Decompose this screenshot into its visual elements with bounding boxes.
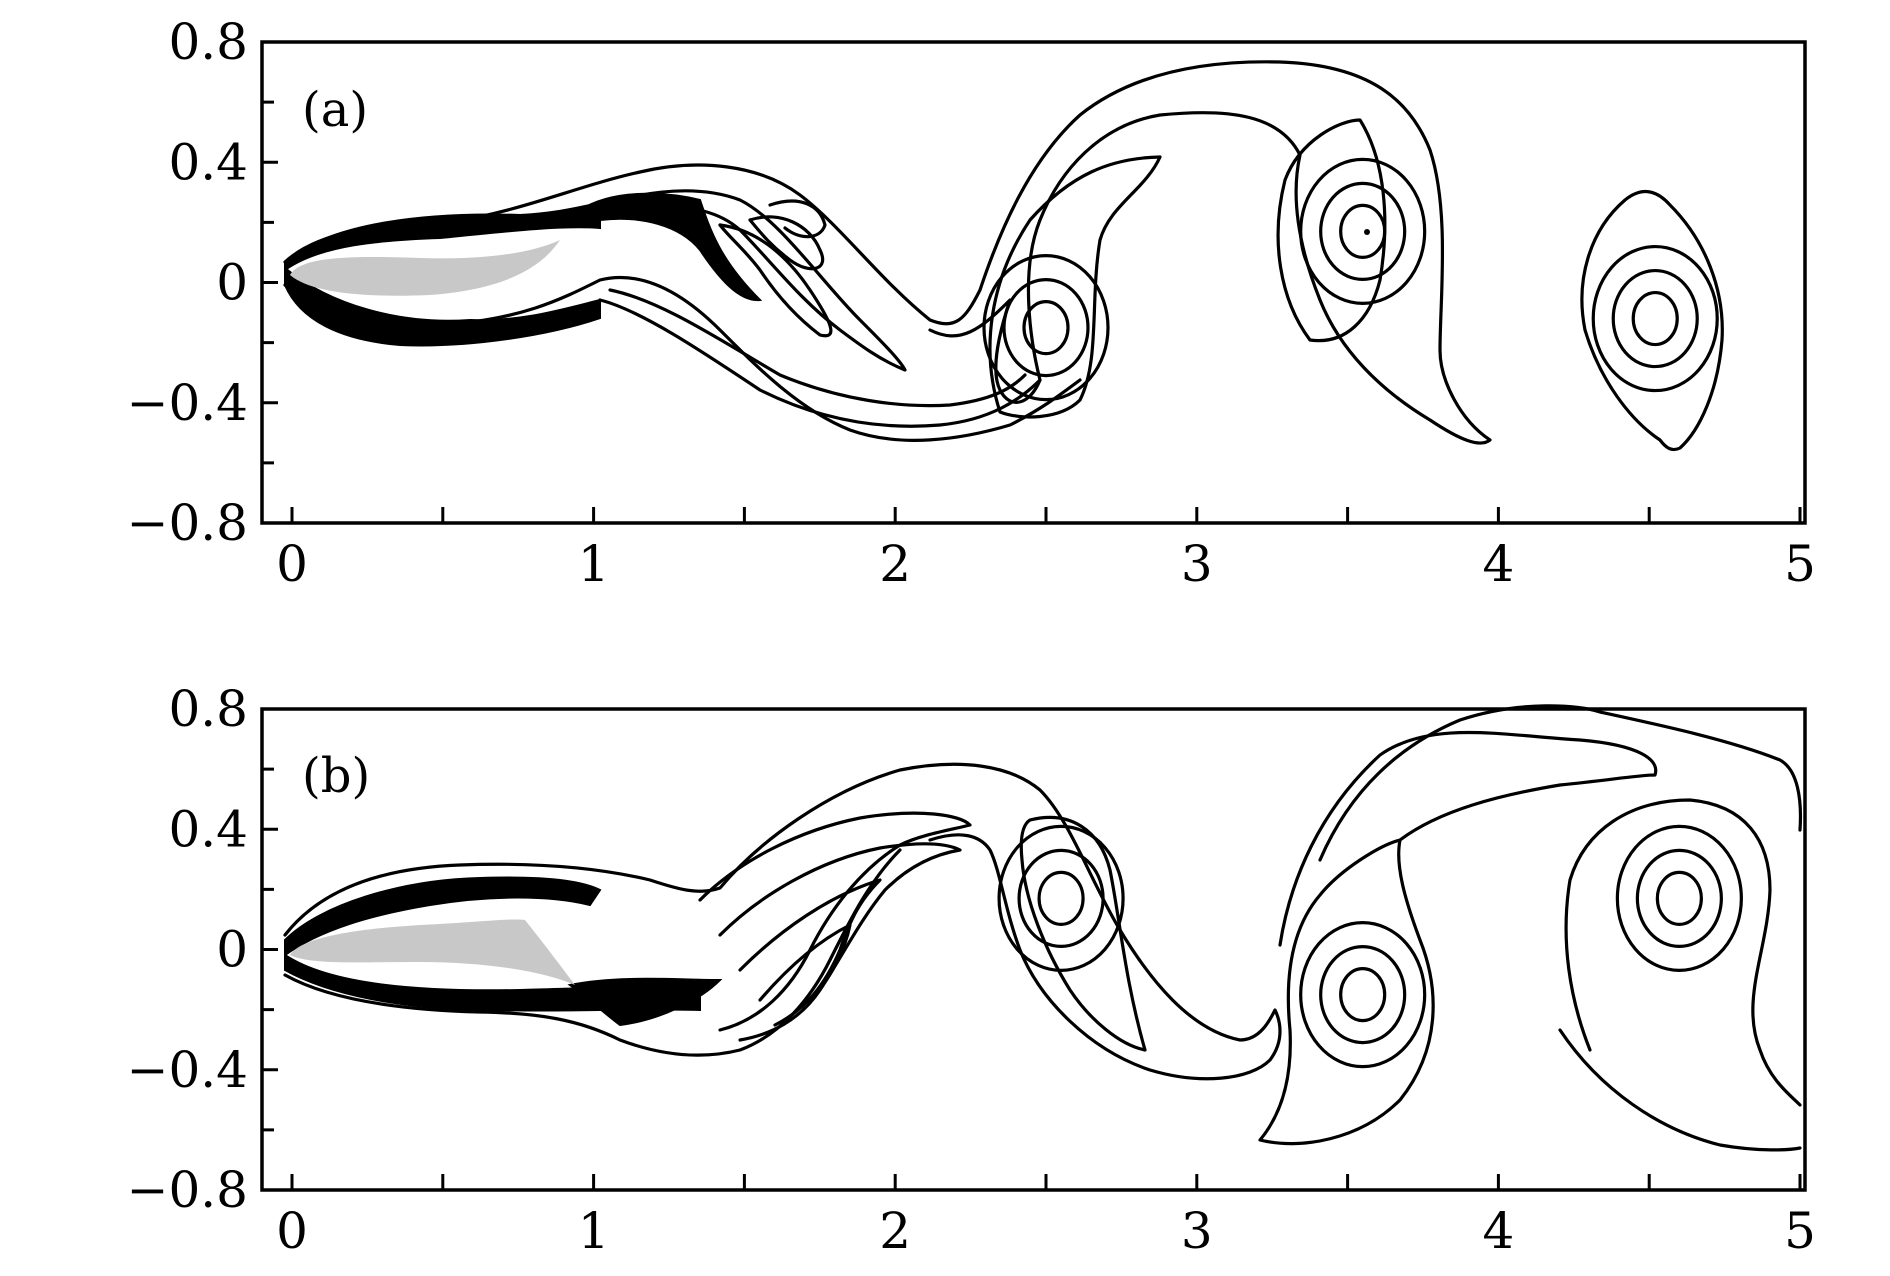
x-tick-label-a: 3	[1181, 535, 1213, 593]
vortex-ring-a-2-1	[1339, 203, 1387, 259]
wake-envelope-b	[283, 762, 1282, 1081]
contours-a	[283, 60, 1724, 452]
x-tick-label-a: 4	[1482, 535, 1514, 593]
wake-layer-4-a	[608, 288, 1027, 408]
y-tick-label-b: 0.8	[168, 680, 248, 738]
wake-layer-6-a	[748, 215, 825, 271]
ticks-a: 0 1 2 3 4 5 0.8 0.4 0 −0.4 −0.8	[127, 13, 1816, 593]
y-tick-label-b: 0	[216, 921, 248, 979]
vortex-3-lower-arm-b	[1558, 1028, 1802, 1152]
x-tick-label-a: 1	[578, 535, 610, 593]
ticks-b: 0 1 2 3 4 5 0.8 0.4 0 −0.4 −0.8	[127, 680, 1816, 1260]
x-tick-label-a: 2	[879, 535, 911, 593]
vortex-ring-b-3-1	[1655, 870, 1703, 926]
vortex-ring-b-3-2	[1635, 848, 1723, 948]
wake-envelope-a	[283, 60, 1492, 445]
vortex-3-outer-a	[1580, 190, 1724, 452]
x-tick-label-b: 3	[1181, 1202, 1213, 1260]
vortex-ring-a-1-1	[1022, 299, 1070, 356]
vortex-ring-b-1-1	[1037, 870, 1085, 926]
vortex-rings-a-2	[1299, 157, 1427, 305]
wake-layer-3-a	[598, 298, 1042, 428]
wake-lower-envelope-a	[283, 275, 1082, 442]
vortex-2-outer-a	[1276, 118, 1387, 343]
vortex-1-outer-a	[988, 155, 1162, 419]
vortex-2-outer-b	[1258, 838, 1435, 1146]
shear-layer-band-b	[567, 977, 723, 1027]
airfoil-body-b	[290, 919, 575, 985]
vortex-ring-b-1-3	[997, 824, 1125, 972]
vortex-1-outer-b	[1019, 815, 1147, 1052]
y-tick-label-a: 0	[216, 254, 248, 312]
vortex-ring-b-3-3	[1615, 824, 1743, 972]
y-tick-label-a: 0.4	[168, 133, 248, 191]
x-tick-label-b: 5	[1784, 1202, 1816, 1260]
vortex-ring-b-2-2	[1319, 944, 1407, 1045]
x-tick-label-b: 2	[879, 1202, 911, 1260]
x-tick-label-b: 0	[276, 1202, 308, 1260]
vortex-ring-b-2-3	[1299, 920, 1427, 1069]
panel-label-a: (a)	[302, 82, 368, 138]
panel-a: 0 1 2 3 4 5 0.8 0.4 0 −0.4 −0.8 (a)	[127, 13, 1816, 593]
y-tick-label-a: −0.4	[127, 374, 248, 432]
x-tick-label-b: 4	[1482, 1202, 1514, 1260]
vortex-rings-b-2	[1299, 920, 1427, 1069]
wake-layer-2-b	[698, 811, 972, 1032]
vortex-ring-b-1-2	[1017, 848, 1105, 948]
vortex-rings-b-3	[1615, 824, 1743, 972]
vortex-ring-a-3-2	[1611, 268, 1699, 369]
vortex-ring-a-3-1	[1631, 290, 1679, 347]
vortex-ring-a-1-2	[1002, 277, 1090, 378]
vortex-ring-b-2-1	[1339, 966, 1387, 1023]
y-tick-label-b: 0.4	[168, 800, 248, 858]
wake-layer-7-a	[768, 199, 827, 239]
wake-lower-envelope-b	[283, 848, 902, 1057]
shear-layer-band-a	[577, 192, 763, 302]
x-tick-label-a: 0	[276, 535, 308, 593]
vortex-ring-a-3-3	[1591, 244, 1719, 393]
panel-label-b: (b)	[302, 748, 370, 804]
airfoil-body-a	[290, 240, 560, 296]
y-tick-label-a: −0.8	[127, 494, 248, 552]
y-tick-label-a: 0.8	[168, 13, 248, 71]
wake-layer-5-a	[718, 223, 833, 338]
near-wake-band-lower-a	[284, 265, 601, 347]
vortex-2-arm-b	[1278, 730, 1658, 947]
vortex-ring-a-2-2	[1319, 181, 1407, 281]
x-tick-label-a: 5	[1784, 535, 1816, 593]
panel-b: 0 1 2 3 4 5 0.8 0.4 0 −0.4 −0.8 (b)	[127, 680, 1816, 1260]
vortex-3-arm-b	[1318, 704, 1803, 862]
y-tick-label-b: −0.4	[127, 1041, 248, 1099]
vortex-3-outer-b	[1564, 798, 1802, 1107]
near-wake-band-upper-a	[284, 202, 601, 272]
vortex-rings-a-3	[1591, 244, 1719, 393]
x-tick-label-b: 1	[578, 1202, 610, 1260]
wake-layer-5-b	[758, 923, 852, 1002]
vortex-rings-a-1	[982, 253, 1110, 402]
contours-b	[283, 704, 1803, 1152]
vortex-rings-b-1	[997, 824, 1125, 972]
near-wake-band-upper-b	[284, 876, 602, 957]
y-tick-label-b: −0.8	[127, 1161, 248, 1219]
vortex-ring-a-2-3	[1299, 157, 1427, 305]
vortex-2-core-a	[1364, 229, 1370, 235]
vortex-ring-a-1-3	[982, 253, 1110, 402]
